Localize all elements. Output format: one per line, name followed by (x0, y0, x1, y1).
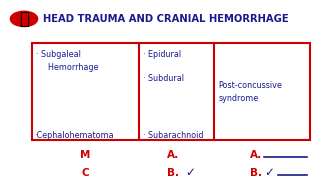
Text: B.: B. (250, 168, 261, 178)
Text: · Subgaleal: · Subgaleal (36, 50, 81, 59)
Text: M: M (80, 150, 91, 160)
Text: B.: B. (167, 168, 179, 178)
Text: A.: A. (167, 150, 180, 160)
Text: A.: A. (250, 150, 262, 160)
Text: ✓: ✓ (185, 166, 195, 179)
Bar (32, 43, 310, 140)
Text: C: C (82, 168, 89, 178)
Ellipse shape (10, 11, 38, 27)
Text: · Epidural: · Epidural (143, 50, 181, 59)
Text: HEAD TRAUMA AND CRANIAL HEMORRHAGE: HEAD TRAUMA AND CRANIAL HEMORRHAGE (43, 14, 289, 24)
Text: Hemorrhage: Hemorrhage (43, 63, 98, 72)
Text: ✓: ✓ (264, 166, 274, 179)
Text: Post-concussive
syndrome: Post-concussive syndrome (218, 81, 282, 103)
Text: · Subarachnoid: · Subarachnoid (143, 131, 204, 140)
Text: ·Cephalohematoma: ·Cephalohematoma (34, 130, 114, 140)
Text: · Subdural: · Subdural (143, 74, 184, 83)
Text: 🧠: 🧠 (19, 10, 29, 28)
